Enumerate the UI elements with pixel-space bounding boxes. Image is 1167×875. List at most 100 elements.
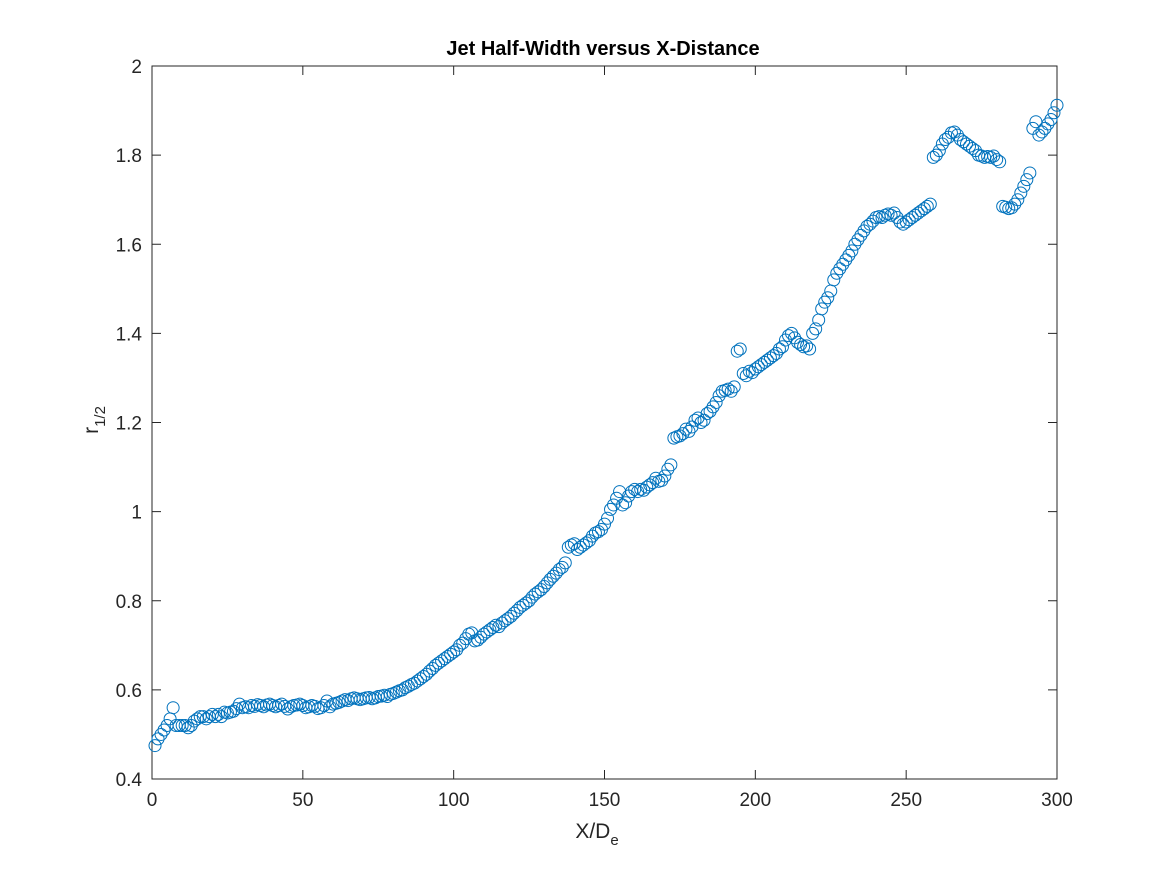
scatter-point [691,411,705,425]
x-tick-label: 300 [1041,790,1073,811]
x-tick-label: 250 [890,790,922,811]
scatter-point [815,302,829,316]
y-tick-label: 0.6 [116,681,142,702]
scatter-point [739,369,753,383]
scatter-point [920,199,934,213]
scatter-point [818,295,832,309]
scatter-point [166,701,180,715]
scatter-point [851,233,865,247]
scatter-point [803,342,817,356]
scatter-point [839,253,853,267]
scatter-point [736,366,750,380]
scatter-point [730,344,744,358]
scatter-point [772,342,786,356]
scatter-point [685,420,699,434]
x-axis-label: X/De [575,820,618,849]
scatter-point [486,620,500,634]
scatter-point [214,710,228,724]
y-tick-label: 1.6 [116,235,142,256]
scatter-point [727,380,741,394]
y-tick-label: 1.4 [116,324,143,345]
scatter-point [655,473,669,487]
y-axis-label: r1/2 [80,406,109,434]
scatter-point [830,266,844,280]
scatter-point [932,144,946,158]
scatter-point [836,257,850,271]
chart-title: Jet Half-Width versus X-Distance [446,38,759,60]
scatter-point [151,732,165,746]
scatter-point [990,153,1004,167]
scatter-point [555,560,569,574]
scatter-point [1044,112,1058,126]
scatter-point [646,476,660,490]
scatter-point [323,700,337,714]
scatter-point [845,244,859,258]
scatter-point [154,727,168,741]
scatter-point [682,424,696,438]
scatter-markers [148,98,1064,753]
scatter-point [782,329,796,343]
scatter-point [875,211,889,225]
scatter-point [649,471,663,485]
x-tick-label: 50 [292,790,313,811]
scatter-point [721,382,735,396]
scatter-point [601,511,615,525]
x-tick-label: 150 [589,790,621,811]
scatter-point [1017,179,1031,193]
plot-axes: 0 50 100 150 200 250 300 0.4 0.6 0.8 1 1.2 1.4 1.6 1.… [116,57,1073,811]
scatter-point [598,517,611,531]
y-tick-label: 2 [131,57,142,78]
scatter-point [733,342,747,356]
y-tick-label: 1 [131,503,142,524]
scatter-point [993,155,1007,169]
scatter-point [175,719,189,733]
x-tick-label: 100 [438,790,470,811]
scatter-point [619,496,633,510]
scatter-point [679,422,693,436]
scatter-point [694,416,708,429]
y-axis-ticks: 0.4 0.6 0.8 1 1.2 1.4 1.6 1.8 2 [116,57,1057,791]
y-tick-label: 0.8 [116,592,142,613]
y-tick-label: 1.2 [116,414,142,435]
scatter-point [208,710,222,724]
y-axis-label-subscript: 1/2 [92,406,109,427]
scatter-point [706,400,720,414]
scatter-point [923,197,937,211]
scatter-point [806,326,820,340]
scatter-point [724,384,738,398]
scatter-point [1011,193,1025,207]
scatter-point [281,702,295,716]
x-tick-label: 200 [739,790,771,811]
scatter-point [616,498,630,512]
scatter-point [854,228,868,242]
scatter-point [842,248,856,262]
scatter-point [661,462,675,476]
scatter-point [1050,98,1064,112]
x-axis-label-subscript: e [610,832,618,849]
x-tick-label: 0 [147,790,158,811]
x-axis-ticks: 0 50 100 150 200 250 300 [147,66,1073,811]
scatter-point [148,739,162,753]
scatter-point [703,404,717,418]
scatter-point [884,208,898,222]
scatter-point [308,699,322,713]
scatter-point [380,690,394,704]
scatter-point [1038,121,1052,135]
scatter-point [775,340,789,354]
y-tick-label: 0.4 [116,770,143,791]
scatter-point [658,469,672,483]
scatter-point [157,723,171,737]
scatter-point [709,395,723,409]
scatter-point [794,338,808,352]
scatter-point [887,206,901,220]
scatter-point [1020,173,1034,187]
scatter-point [800,339,814,353]
scatter-point [558,556,572,570]
scatter-point [848,237,862,251]
scatter-point [664,458,678,472]
scatter-point [688,413,702,427]
scatter-point [1047,106,1061,120]
scatter-point [1014,186,1028,200]
